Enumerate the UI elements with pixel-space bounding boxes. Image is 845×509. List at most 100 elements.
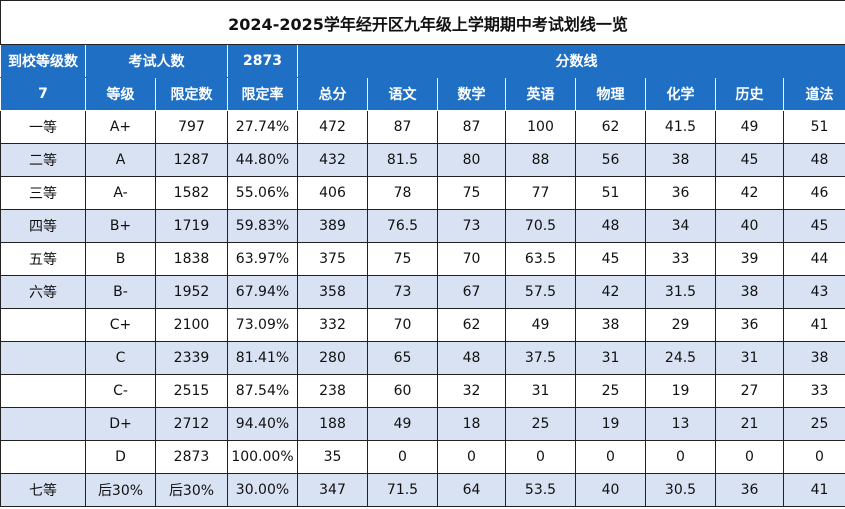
table-row: C 2339 81.41% 280 65 48 37.5 31 24.5 31 38: [0, 341, 845, 375]
table-cell: 49: [367, 407, 438, 441]
table-cell: 27.74%: [227, 110, 298, 144]
table-cell: 77: [505, 176, 576, 210]
table-cell: 六等: [0, 275, 86, 309]
table-cell: 48: [575, 209, 646, 243]
table-cell: 65: [367, 341, 438, 375]
table-cell: 87.54%: [227, 374, 298, 408]
column-header: 历史: [715, 77, 784, 111]
table-cell: 55.06%: [227, 176, 298, 210]
table-cell: 48: [782, 143, 845, 177]
table-cell: 30.00%: [227, 473, 298, 507]
table-cell: [0, 407, 86, 441]
table-cell: 38: [782, 341, 845, 375]
table-cell: 0: [645, 440, 716, 474]
table-cell: 30.5: [645, 473, 716, 507]
table-cell: 38: [715, 275, 784, 309]
table-cell: 432: [297, 143, 368, 177]
table-cell: 70.5: [505, 209, 576, 243]
table-cell: 63.97%: [227, 242, 298, 276]
table-cell: 45: [575, 242, 646, 276]
table-cell: 88: [505, 143, 576, 177]
table-cell: 56: [575, 143, 646, 177]
table-cell: [0, 440, 86, 474]
table-cell: 358: [297, 275, 368, 309]
table-row: 三等 A- 1582 55.06% 406 78 75 77 51 36 42 46: [0, 176, 845, 210]
table-cell: 19: [575, 407, 646, 441]
table-cell: D+: [85, 407, 156, 441]
table-cell: 40: [715, 209, 784, 243]
table-cell: 41: [782, 473, 845, 507]
table-cell: 40: [575, 473, 646, 507]
table-cell: 2873: [155, 440, 228, 474]
table-cell: 21: [715, 407, 784, 441]
table-cell: 48: [437, 341, 506, 375]
table-row: 四等 B+ 1719 59.83% 389 76.5 73 70.5 48 34 40 45: [0, 209, 845, 243]
table-cell: B-: [85, 275, 156, 309]
table-cell: 75: [437, 176, 506, 210]
table-cell: 33: [782, 374, 845, 408]
table-cell: 32: [437, 374, 506, 408]
table-cell: 67: [437, 275, 506, 309]
table-cell: 59.83%: [227, 209, 298, 243]
table-cell: A+: [85, 110, 156, 144]
table-cell: 0: [437, 440, 506, 474]
table-cell: 41: [782, 308, 845, 342]
table-row: 六等 B- 1952 67.94% 358 73 67 57.5 42 31.5 38 43: [0, 275, 845, 309]
table-cell: [0, 308, 86, 342]
table-cell: 87: [367, 110, 438, 144]
table-cell: 60: [367, 374, 438, 408]
table-cell: 406: [297, 176, 368, 210]
table-cell: 62: [575, 110, 646, 144]
table-cell: 280: [297, 341, 368, 375]
table-cell: 后30%: [155, 473, 228, 507]
table-cell: 797: [155, 110, 228, 144]
table-cell: 39: [715, 242, 784, 276]
table-cell: 57.5: [505, 275, 576, 309]
table-cell: 36: [645, 176, 716, 210]
table-cell: 25: [575, 374, 646, 408]
table-cell: 46: [782, 176, 845, 210]
table-cell: 29: [645, 308, 716, 342]
table-cell: 18: [437, 407, 506, 441]
table-cell: 35: [297, 440, 368, 474]
table-cell: 2100: [155, 308, 228, 342]
table-row: C+ 2100 73.09% 332 70 62 49 38 29 36 41: [0, 308, 845, 342]
table-cell: 472: [297, 110, 368, 144]
table-row: 一等 A+ 797 27.74% 472 87 87 100 62 41.5 49 51: [0, 110, 845, 144]
table-cell: 73.09%: [227, 308, 298, 342]
table-cell: C: [85, 341, 156, 375]
table-cell: [0, 374, 86, 408]
table-cell: 44: [782, 242, 845, 276]
table-cell: 78: [367, 176, 438, 210]
table-cell: 62: [437, 308, 506, 342]
table-cell: 2339: [155, 341, 228, 375]
table-cell: 1952: [155, 275, 228, 309]
table-cell: 73: [437, 209, 506, 243]
table-cell: 34: [645, 209, 716, 243]
table-cell: 238: [297, 374, 368, 408]
table-cell: 63.5: [505, 242, 576, 276]
column-header: 数学: [437, 77, 506, 111]
table-cell: 38: [645, 143, 716, 177]
table-cell: 51: [782, 110, 845, 144]
table-cell: 347: [297, 473, 368, 507]
table-cell: 45: [715, 143, 784, 177]
table-cell: 2515: [155, 374, 228, 408]
table-cell: 后30%: [85, 473, 156, 507]
column-header: 化学: [645, 77, 716, 111]
table-cell: 67.94%: [227, 275, 298, 309]
table-cell: 81.41%: [227, 341, 298, 375]
table-cell: 36: [715, 308, 784, 342]
table-cell: 332: [297, 308, 368, 342]
table-cell: 375: [297, 242, 368, 276]
table-cell: 188: [297, 407, 368, 441]
table-cell: 38: [575, 308, 646, 342]
table-cell: 71.5: [367, 473, 438, 507]
header-grade-levels: 到校等级数: [0, 44, 86, 78]
table-cell: 0: [715, 440, 784, 474]
column-header: 语文: [367, 77, 438, 111]
column-header: 限定数: [155, 77, 228, 111]
column-header: 等级: [85, 77, 156, 111]
column-header: 7: [0, 77, 86, 111]
table-cell: 1838: [155, 242, 228, 276]
